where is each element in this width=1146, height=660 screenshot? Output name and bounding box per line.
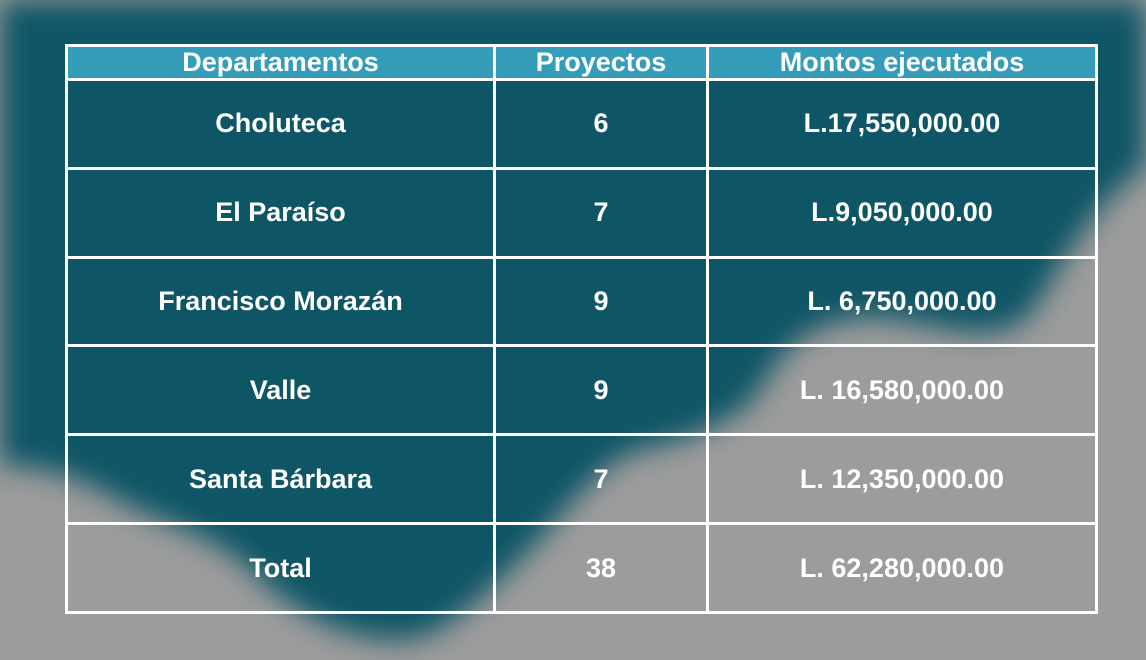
cell-proyectos: 9 — [493, 344, 709, 437]
cell-monto: L. 12,350,000.00 — [706, 433, 1098, 526]
cell-proyectos: 6 — [493, 78, 709, 170]
cell-monto: L. 16,580,000.00 — [706, 344, 1098, 437]
cell-departamento: El Paraíso — [65, 166, 496, 259]
cell-proyectos: 7 — [493, 166, 709, 259]
cell-departamento: Francisco Morazán — [65, 255, 496, 348]
cell-departamento: Santa Bárbara — [65, 433, 496, 526]
header-departamentos: Departamentos — [65, 44, 496, 81]
table-row: Choluteca 6 L.17,550,000.00 — [65, 78, 1098, 170]
header-row: Departamentos Proyectos Montos ejecutado… — [65, 44, 1098, 81]
cell-monto: L. 6,750,000.00 — [706, 255, 1098, 348]
total-label: Total — [65, 522, 496, 614]
header-proyectos: Proyectos — [493, 44, 709, 81]
cell-departamento: Choluteca — [65, 78, 496, 170]
total-row: Total 38 L. 62,280,000.00 — [65, 522, 1098, 614]
table-row: Valle 9 L. 16,580,000.00 — [65, 344, 1098, 437]
table-row: Santa Bárbara 7 L. 12,350,000.00 — [65, 433, 1098, 526]
header-montos: Montos ejecutados — [706, 44, 1098, 81]
cell-departamento: Valle — [65, 344, 496, 437]
departments-table: Departamentos Proyectos Montos ejecutado… — [65, 44, 1098, 614]
cell-monto: L.9,050,000.00 — [706, 166, 1098, 259]
table-row: Francisco Morazán 9 L. 6,750,000.00 — [65, 255, 1098, 348]
cell-monto: L.17,550,000.00 — [706, 78, 1098, 170]
cell-proyectos: 9 — [493, 255, 709, 348]
total-proyectos: 38 — [493, 522, 709, 614]
total-monto: L. 62,280,000.00 — [706, 522, 1098, 614]
table-row: El Paraíso 7 L.9,050,000.00 — [65, 166, 1098, 259]
cell-proyectos: 7 — [493, 433, 709, 526]
